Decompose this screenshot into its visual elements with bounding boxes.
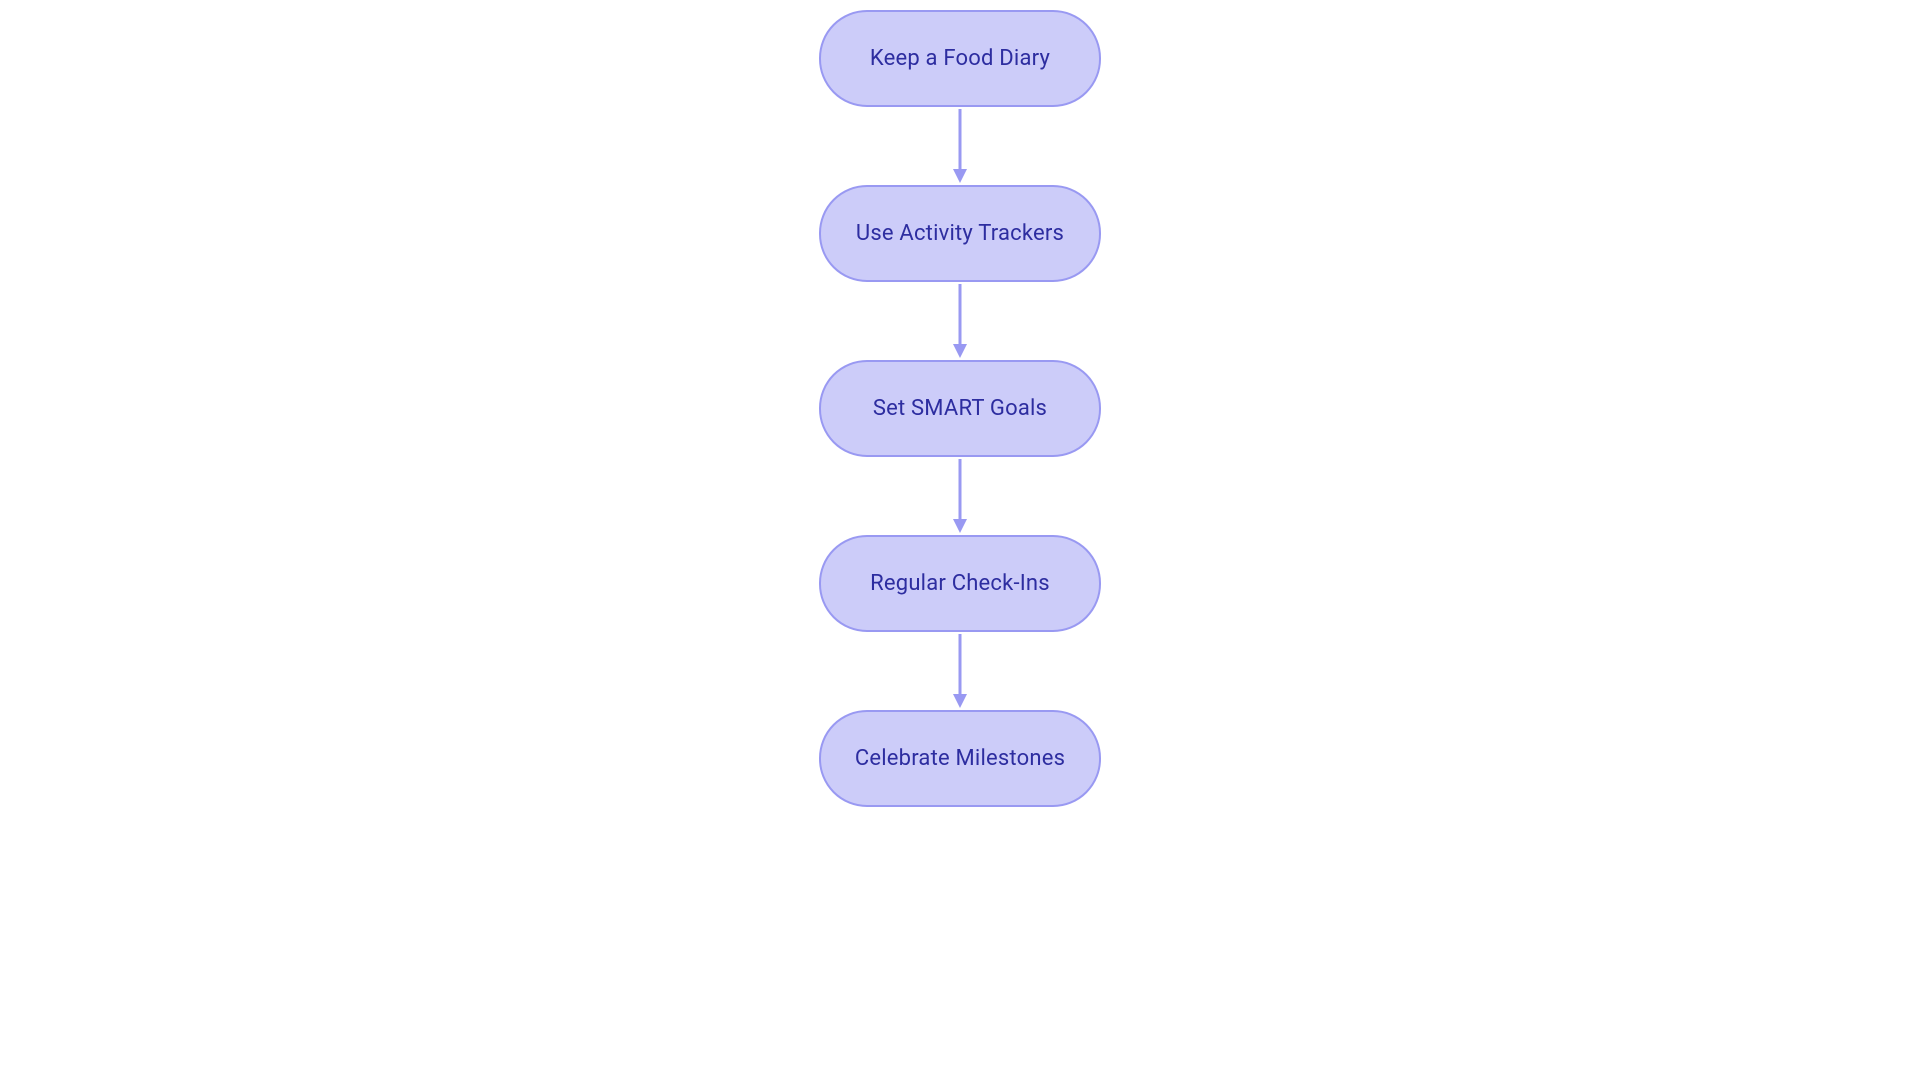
- flow-node-checkins: Regular Check-Ins: [819, 535, 1101, 632]
- arrow-down-icon: [948, 632, 972, 710]
- arrow-down-icon: [948, 107, 972, 185]
- flow-node-label: Set SMART Goals: [873, 396, 1047, 421]
- flow-node-activity-trackers: Use Activity Trackers: [819, 185, 1101, 282]
- flow-edge: [948, 632, 972, 710]
- flow-edge: [948, 107, 972, 185]
- flow-node-label: Keep a Food Diary: [870, 46, 1050, 71]
- flowchart: Keep a Food Diary Use Activity Trackers …: [819, 10, 1101, 807]
- flow-edge: [948, 282, 972, 360]
- arrow-down-icon: [948, 457, 972, 535]
- arrow-down-icon: [948, 282, 972, 360]
- flow-node-smart-goals: Set SMART Goals: [819, 360, 1101, 457]
- flow-node-label: Use Activity Trackers: [856, 221, 1064, 246]
- flow-edge: [948, 457, 972, 535]
- flow-node-label: Regular Check-Ins: [870, 571, 1050, 596]
- canvas: Keep a Food Diary Use Activity Trackers …: [0, 0, 1920, 1083]
- flow-node-label: Celebrate Milestones: [855, 746, 1065, 771]
- flow-node-food-diary: Keep a Food Diary: [819, 10, 1101, 107]
- flow-node-milestones: Celebrate Milestones: [819, 710, 1101, 807]
